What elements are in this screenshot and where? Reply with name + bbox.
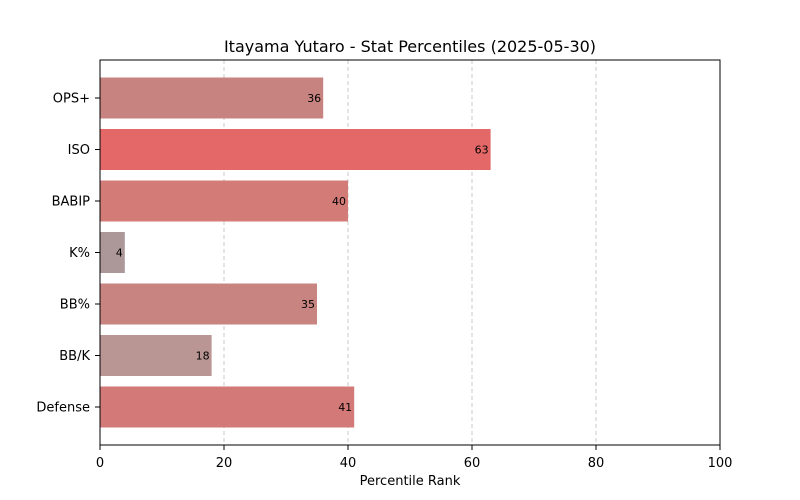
data-label: 35 [301, 298, 315, 311]
bar [100, 77, 324, 119]
y-tick-label: ISO [68, 143, 90, 158]
x-tick-label: 60 [464, 456, 481, 471]
y-tick-label: Defense [36, 401, 90, 416]
bars [100, 77, 491, 428]
data-labels: 36 63 40 4 35 18 41 [116, 92, 489, 414]
data-label: 18 [196, 350, 210, 363]
y-tick-label: OPS+ [53, 92, 90, 107]
x-axis: 0 20 40 60 80 100 [96, 445, 733, 471]
x-tick-label: 20 [216, 456, 233, 471]
grid-lines [223, 60, 597, 445]
bar [100, 180, 348, 222]
x-tick-label: 40 [340, 456, 357, 471]
x-tick-label: 80 [588, 456, 605, 471]
x-axis-label: Percentile Rank [360, 474, 461, 489]
y-tick-label: BB/K [59, 349, 90, 364]
bar [100, 335, 212, 376]
data-label: 41 [338, 401, 352, 414]
y-tick-label: BB% [60, 298, 90, 313]
data-label: 36 [307, 92, 321, 105]
x-tick-label: 100 [708, 456, 733, 471]
chart-title: Itayama Yutaro - Stat Percentiles (2025-… [224, 37, 596, 56]
y-tick-label: BABIP [52, 195, 91, 210]
x-tick-label: 0 [96, 456, 104, 471]
y-axis: OPS+ ISO BABIP K% BB% BB/K Defense [36, 92, 100, 416]
bar [100, 283, 317, 325]
data-label: 63 [475, 144, 489, 157]
data-label: 40 [332, 195, 346, 208]
bar [100, 386, 355, 428]
data-label: 4 [116, 247, 123, 260]
bar [100, 232, 125, 273]
bar [100, 129, 491, 170]
y-tick-label: K% [69, 246, 90, 261]
